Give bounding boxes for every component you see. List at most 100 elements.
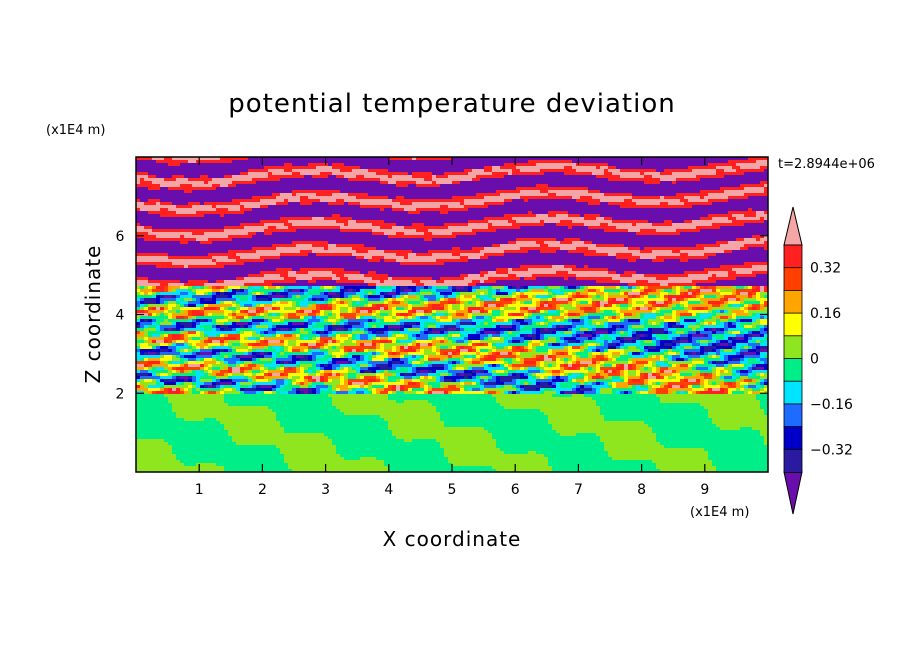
- field-cell: [324, 232, 329, 236]
- field-cell: [468, 250, 473, 254]
- field-cell: [280, 196, 285, 200]
- field-cell: [560, 223, 565, 227]
- field-cell: [340, 166, 345, 170]
- field-cell: [588, 229, 593, 233]
- field-cell: [504, 193, 509, 197]
- field-cell: [376, 205, 381, 209]
- field-cell: [528, 157, 533, 161]
- field-cell: [584, 172, 589, 176]
- field-cell: [144, 223, 149, 227]
- field-cell: [272, 217, 277, 221]
- field-cell: [180, 229, 185, 233]
- field-cell: [636, 178, 641, 182]
- field-cell: [248, 190, 253, 194]
- field-cell: [668, 238, 673, 242]
- field-cell: [320, 184, 325, 188]
- field-cell: [272, 241, 277, 245]
- field-cell: [544, 223, 549, 227]
- field-cell: [512, 232, 517, 236]
- field-cell: [240, 247, 245, 251]
- field-cell: [712, 232, 717, 236]
- field-cell: [500, 166, 505, 170]
- field-cell: [544, 175, 549, 179]
- field-cell: [708, 199, 713, 203]
- field-cell: [252, 238, 257, 242]
- field-cell: [656, 160, 661, 164]
- field-cell: [480, 217, 485, 221]
- field-cell: [204, 214, 209, 218]
- field-cell: [716, 157, 721, 161]
- field-cell: [740, 163, 745, 167]
- field-cell: [532, 226, 537, 230]
- field-cell: [600, 232, 605, 236]
- field-cell: [152, 211, 157, 215]
- field-cell: [616, 166, 621, 170]
- field-cell: [152, 244, 157, 248]
- field-cell: [660, 223, 665, 227]
- field-cell: [508, 166, 513, 170]
- field-cell: [404, 250, 409, 254]
- field-cell: [484, 244, 489, 248]
- field-cell: [624, 220, 629, 224]
- field-cell: [240, 202, 245, 206]
- field-cell: [480, 241, 485, 245]
- field-cell: [356, 241, 361, 245]
- field-cell: [580, 157, 585, 161]
- field-cell: [152, 166, 157, 170]
- field-cell: [268, 220, 273, 224]
- field-cell: [480, 163, 485, 167]
- field-cell: [464, 211, 469, 215]
- field-cell: [204, 184, 209, 188]
- field-cell: [168, 244, 173, 248]
- field-cell: [680, 244, 685, 248]
- field-cell: [332, 235, 337, 239]
- field-cell: [384, 205, 389, 209]
- field-cell: [292, 211, 297, 215]
- field-cell: [700, 226, 705, 230]
- field-cell: [376, 223, 381, 227]
- field-cell: [460, 184, 465, 188]
- field-cell: [428, 169, 433, 173]
- field-cell: [556, 160, 561, 164]
- field-cell: [324, 214, 329, 218]
- field-cell: [460, 175, 465, 179]
- field-cell: [400, 166, 405, 170]
- field-cell: [664, 169, 669, 173]
- field-cell: [144, 208, 149, 212]
- field-cell: [544, 187, 549, 191]
- field-cell: [280, 172, 285, 176]
- field-cell: [476, 232, 481, 236]
- field-cell: [696, 175, 701, 179]
- field-cell: [764, 205, 768, 209]
- field-cell: [180, 166, 185, 170]
- field-cell: [396, 196, 401, 200]
- field-cell: [364, 205, 369, 209]
- field-cell: [236, 211, 241, 215]
- field-cell: [480, 226, 485, 230]
- field-cell: [284, 208, 289, 212]
- field-cell: [452, 247, 457, 251]
- field-cell: [204, 208, 209, 212]
- field-cell: [288, 157, 293, 161]
- field-cell: [460, 205, 465, 209]
- field-cell: [336, 169, 341, 173]
- field-cell: [644, 217, 649, 221]
- field-cell: [292, 235, 297, 239]
- field-cell: [176, 241, 181, 245]
- field-cell: [596, 181, 601, 185]
- field-cell: [708, 214, 713, 218]
- field-cell: [224, 244, 229, 248]
- field-cell: [584, 196, 589, 200]
- field-cell: [424, 190, 429, 194]
- field-cell: [320, 175, 325, 179]
- field-cell: [612, 223, 617, 227]
- field-cell: [436, 193, 441, 197]
- field-cell: [608, 187, 613, 191]
- field-cell: [732, 235, 737, 239]
- field-cell: [632, 187, 637, 191]
- field-cell: [588, 166, 593, 170]
- field-cell: [608, 244, 613, 248]
- field-cell: [312, 160, 317, 164]
- field-cell: [608, 169, 613, 173]
- field-cell: [236, 160, 241, 164]
